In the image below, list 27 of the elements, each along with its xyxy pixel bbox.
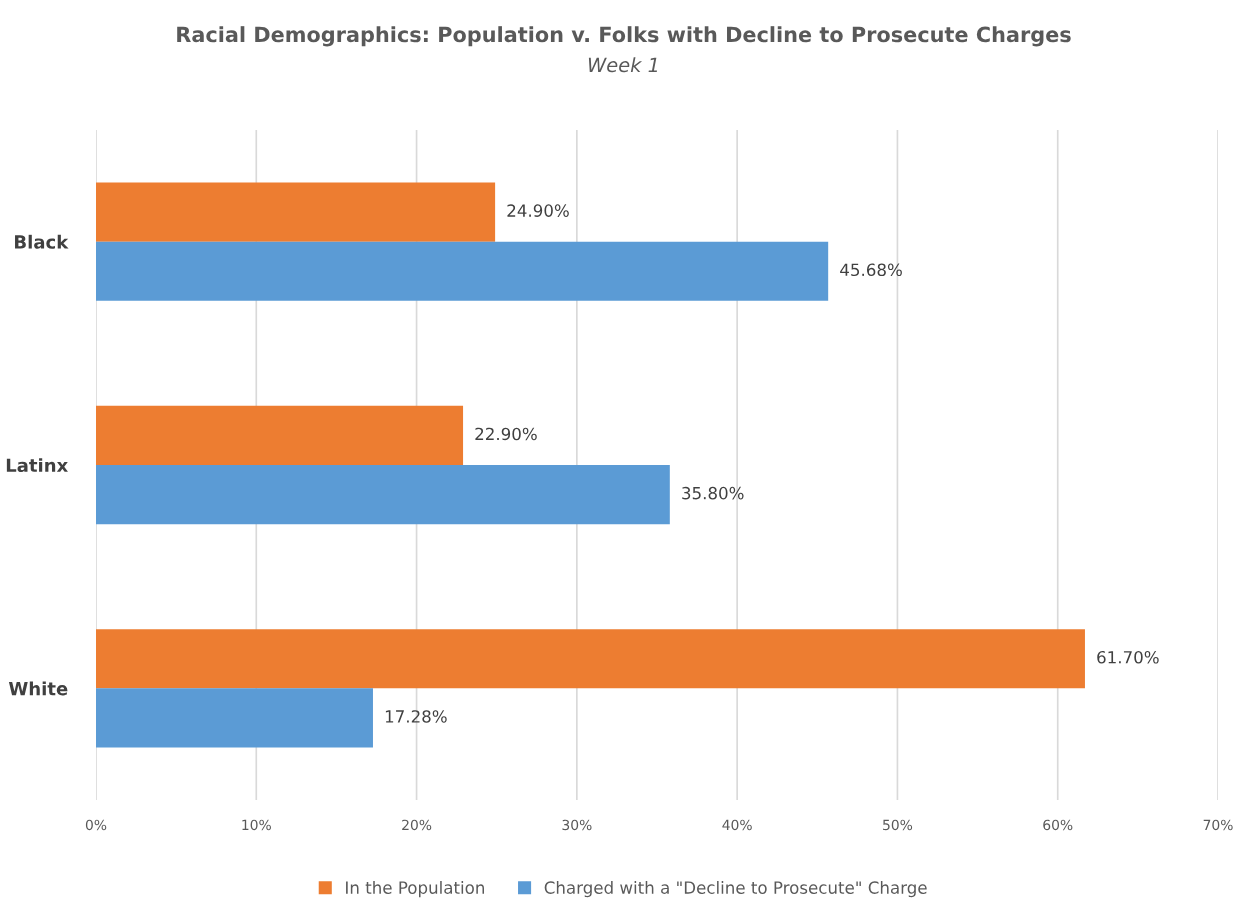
bar [96,688,373,748]
x-tick-label: 0% [85,819,107,831]
x-tick-label: 70% [1203,819,1233,831]
bar [96,182,496,242]
chart-title: Racial Demographics: Population v. Folks with Decline to Prosecute Charges [177,26,1071,47]
bar [96,629,1085,689]
x-tick-label: 10% [242,819,271,831]
y-tick-label: Black [15,234,69,249]
data-label: 22.90% [475,427,537,441]
legend-label: Charged with a "Decline to Prosecute" Charge [544,881,927,898]
x-tick-label: 60% [1043,819,1073,831]
legend-label: In the Population [346,881,484,898]
y-tick-label: Latinx [6,458,68,473]
bar [96,241,829,301]
x-tick-label: 40% [722,819,752,831]
x-tick-label: 20% [402,819,432,831]
data-label: 24.90% [507,204,569,217]
y-tick-label: White [8,681,68,696]
chart-subtitle: Week 1 [588,57,658,73]
x-tick-label: 30% [562,819,592,831]
data-label: 35.80% [682,486,744,500]
data-label: 17.28% [385,710,447,723]
data-label: 45.68% [840,263,902,277]
x-tick-label: 50% [883,819,913,831]
bar [96,405,464,465]
bar [96,465,670,525]
data-label: 61.70% [1097,650,1159,664]
